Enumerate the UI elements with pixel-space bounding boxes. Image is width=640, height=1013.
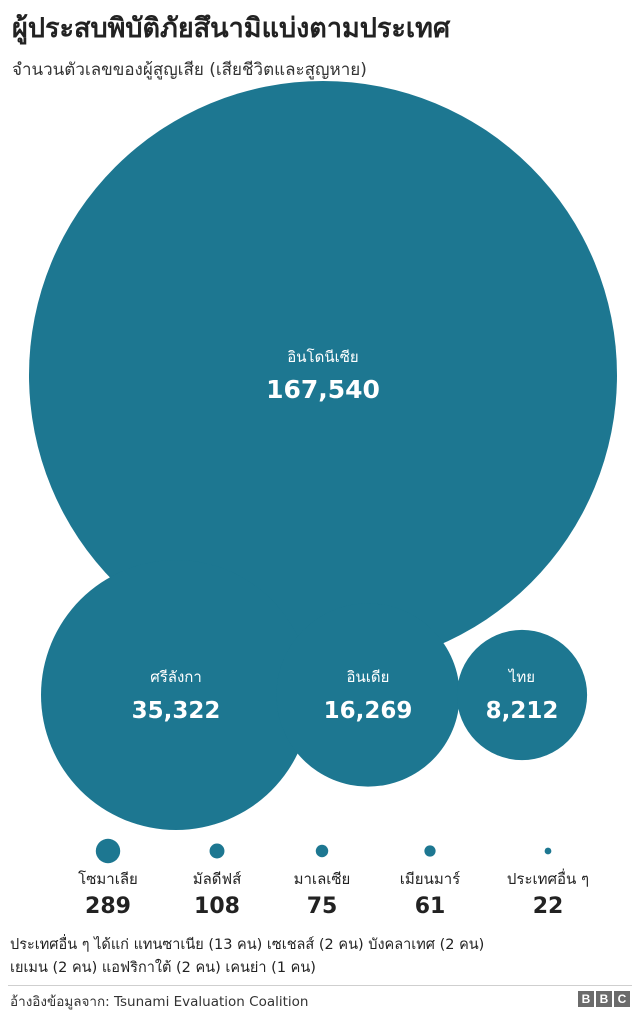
bubble-value: 167,540 [266,375,380,404]
logo-letter: B [596,991,612,1007]
bbc-logo: B B C [578,991,630,1007]
bubble-value: 61 [415,894,446,919]
bubble-value: 8,212 [486,698,559,724]
bubble-label: เมียนมาร์ [400,870,460,888]
bubble-label: มาเลเซีย [294,870,351,888]
bubble-label: โซมาเลีย [78,870,138,888]
source-text: อ้างอิงข้อมูลจาก: Tsunami Evaluation Coa… [10,994,309,1010]
bubble-label: ไทย [508,668,535,686]
bubble-value: 289 [85,894,131,919]
logo-letter: C [614,991,630,1007]
bubble [276,603,460,787]
note-line: ประเทศอื่น ๆ ได้แก่ แทนซาเนีย (13 คน) เซ… [10,937,485,953]
bubble [544,847,552,855]
bubble-value: 16,269 [324,698,413,724]
bubble [456,629,588,761]
bubble [41,560,311,830]
bubble [95,838,121,864]
bubble-label: อินโดนีเซีย [287,348,358,366]
bubble-label: ศรีลังกา [150,668,202,686]
bubble-chart: อินโดนีเซีย 167,540 ศรีลังกา 35,322 อินเดีย 1… [29,81,617,919]
bubble [209,843,225,859]
note-line: เยเมน (2 คน) แอฟริกาใต้ (2 คน) เคนย่า (1… [10,960,316,976]
bubble-label: มัลดีฟส์ [193,870,242,888]
bubble [315,844,329,858]
bubble-label: อินเดีย [347,668,390,686]
bubble-value: 35,322 [132,698,221,724]
footer-divider [8,985,632,986]
bubble-value: 108 [194,894,240,919]
bubble-value: 22 [533,894,564,919]
other-countries-note: ประเทศอื่น ๆ ได้แก่ แทนซาเนีย (13 คน) เซ… [10,934,630,980]
bubble [424,845,436,857]
logo-letter: B [578,991,594,1007]
bubble-value: 75 [307,894,338,919]
chart-subtitle: จำนวนตัวเลขของผู้สูญเสีย (เสียชีวิตและสู… [12,60,367,80]
chart-title: ผู้ประสบพิบัติภัยสึนามิแบ่งตามประเทศ [12,13,451,44]
bubble-label: ประเทศอื่น ๆ [507,868,589,888]
bubble [29,81,617,669]
